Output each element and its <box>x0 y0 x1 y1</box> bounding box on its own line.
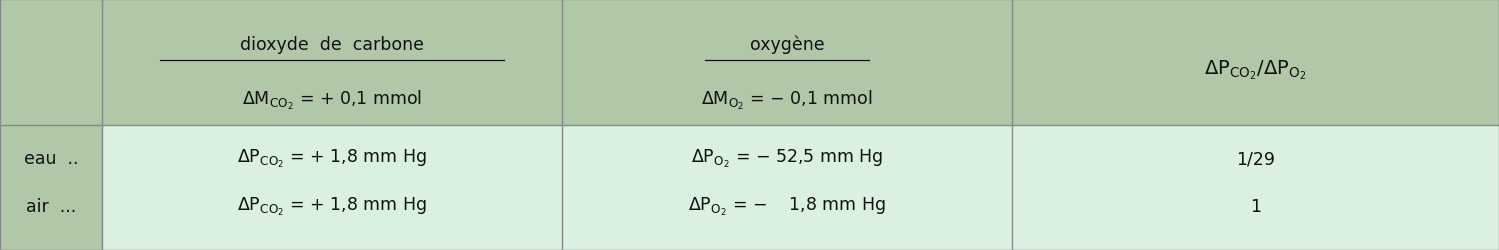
Text: ΔP$_{\mathregular{O_2}}$ = − 52,5 mm Hg: ΔP$_{\mathregular{O_2}}$ = − 52,5 mm Hg <box>691 148 883 170</box>
Text: eau  ..: eau .. <box>24 150 78 168</box>
Text: ΔM$_{\mathregular{O_2}}$ = − 0,1 mmol: ΔM$_{\mathregular{O_2}}$ = − 0,1 mmol <box>702 88 872 112</box>
Text: $\Delta$P$_{\mathregular{CO_2}}$ = + 1,8 mm Hg: $\Delta$P$_{\mathregular{CO_2}}$ = + 1,8… <box>237 195 427 217</box>
Text: $\Delta$M$_{\mathregular{CO_2}}$ = + 0,1 mmol: $\Delta$M$_{\mathregular{CO_2}}$ = + 0,1… <box>241 88 423 112</box>
Text: ΔP$_{\mathregular{O_2}}$ = −    1,8 mm Hg: ΔP$_{\mathregular{O_2}}$ = − 1,8 mm Hg <box>688 195 886 217</box>
Text: 1/29: 1/29 <box>1235 150 1276 168</box>
Polygon shape <box>0 125 102 250</box>
Polygon shape <box>0 0 1499 125</box>
Text: 1: 1 <box>1250 197 1261 215</box>
Text: dioxyde  de  carbone: dioxyde de carbone <box>240 36 424 54</box>
Text: air  ...: air ... <box>25 197 76 215</box>
Text: oxygène: oxygène <box>750 36 824 54</box>
Text: $\Delta$P$_{\mathregular{CO_2}}$ = + 1,8 mm Hg: $\Delta$P$_{\mathregular{CO_2}}$ = + 1,8… <box>237 148 427 170</box>
Polygon shape <box>102 125 1499 250</box>
Text: $\Delta$P$_{\mathregular{CO_2}}$/$\Delta$P$_{\mathregular{O_2}}$: $\Delta$P$_{\mathregular{CO_2}}$/$\Delta… <box>1204 58 1307 82</box>
